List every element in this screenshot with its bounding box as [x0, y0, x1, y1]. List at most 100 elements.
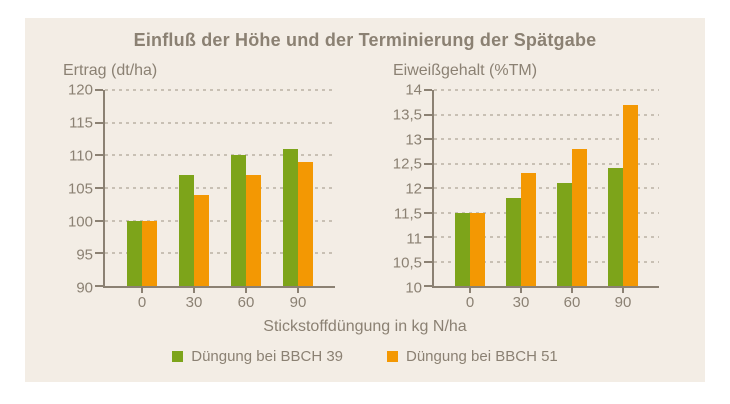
- bar-group: 30: [506, 90, 536, 310]
- y-tick-label: 13: [405, 131, 422, 148]
- y-tick-label: 11,5: [393, 205, 422, 223]
- legend-item-bbch39: Düngung bei BBCH 39: [172, 348, 343, 365]
- x-tick-label: 30: [185, 294, 203, 311]
- eiweissgehalt-axis-title: Eiweißgehalt (%TM): [393, 62, 538, 79]
- x-tick-label: 60: [563, 294, 581, 311]
- bar-group: 30: [179, 90, 209, 310]
- plot-area: 0 30 60 90: [424, 89, 659, 310]
- bar-group: 90: [608, 90, 638, 310]
- x-tick-label: 0: [465, 294, 475, 311]
- y-tick-mark: [424, 236, 432, 238]
- y-axis-labels: 90 95 100 105 110 115 120: [57, 83, 103, 296]
- y-tick-mark: [424, 138, 432, 140]
- gridline: [434, 162, 659, 165]
- x-tick-label: 90: [614, 294, 632, 311]
- y-tick-mark: [424, 260, 432, 263]
- legend-label-bbch51: Düngung bei BBCH 51: [406, 348, 558, 365]
- y-tick-mark: [95, 89, 103, 91]
- bbch51-color-swatch-icon: [387, 351, 398, 362]
- gridline: [105, 187, 335, 189]
- legend: Düngung bei BBCH 39 Düngung bei BBCH 51: [25, 348, 705, 365]
- y-tick-label: 110: [69, 147, 93, 165]
- bars-layer: 0 30 60 90: [105, 90, 335, 310]
- gridline: [434, 138, 659, 140]
- gridline: [105, 89, 335, 91]
- bar: [142, 220, 157, 286]
- bars-layer: 0 30 60 90: [434, 90, 659, 310]
- y-tick-mark: [95, 154, 103, 157]
- bar: [127, 220, 142, 286]
- gridline: [434, 187, 659, 189]
- y-tick-label: 10: [405, 279, 422, 297]
- y-tick-mark: [95, 219, 103, 222]
- chart-panel: Einfluß der Höhe und der Terminierung de…: [25, 18, 705, 382]
- x-tick-mark: [193, 288, 195, 293]
- bar: [572, 148, 587, 286]
- bar: [455, 212, 470, 286]
- y-tick-label: 115: [69, 114, 93, 132]
- gridline: [105, 219, 335, 222]
- gridline: [434, 236, 659, 238]
- bar: [521, 173, 536, 286]
- y-tick-label: 12: [405, 180, 422, 198]
- x-tick-label: 30: [512, 294, 530, 311]
- legend-item-bbch51: Düngung bei BBCH 51: [387, 348, 558, 365]
- gridline: [105, 154, 335, 157]
- y-tick-label: 11: [406, 230, 422, 247]
- gridline: [105, 252, 335, 255]
- x-tick-mark: [622, 288, 624, 293]
- bar-group: 0: [455, 90, 485, 310]
- x-tick-mark: [141, 288, 143, 293]
- y-axis-labels: 10 10,5 11 11,5 12 12,5 13 13,5 14: [380, 83, 432, 296]
- x-tick-mark: [571, 288, 573, 293]
- bar: [623, 104, 638, 286]
- plot-area: 0 30 60 90: [95, 89, 335, 310]
- bar: [298, 161, 313, 286]
- bar-group: 90: [283, 90, 313, 310]
- bar-group: 0: [127, 90, 157, 310]
- y-tick-label: 13,5: [392, 106, 422, 124]
- bar: [179, 174, 194, 286]
- bar: [506, 197, 521, 286]
- gridline: [434, 260, 659, 263]
- x-axis-label: Stickstoffdüngung in kg N/ha: [263, 318, 467, 335]
- y-tick-mark: [424, 162, 432, 165]
- y-tick-label: 12,5: [392, 155, 422, 173]
- y-tick-mark: [95, 121, 103, 124]
- x-tick-mark: [469, 288, 471, 293]
- y-tick-label: 10,5: [392, 254, 422, 272]
- y-tick-label: 120: [67, 81, 93, 99]
- legend-label-bbch39: Düngung bei BBCH 39: [191, 348, 343, 365]
- chart-eiweissgehalt: Eiweißgehalt (%TM) 10 10,5 11 11,5 12 12,5 13 1…: [380, 62, 659, 310]
- x-tick-mark: [297, 288, 299, 293]
- y-tick-mark: [424, 285, 432, 287]
- y-tick-mark: [424, 211, 432, 214]
- y-tick-label: 95: [76, 246, 93, 264]
- chart-title: Einfluß der Höhe und der Terminierung de…: [133, 30, 597, 50]
- y-tick-mark: [424, 187, 432, 189]
- y-tick-mark: [424, 113, 432, 116]
- y-tick-mark: [95, 252, 103, 255]
- y-tick-label: 90: [76, 279, 93, 297]
- bar: [194, 194, 209, 286]
- x-tick-label: 60: [237, 294, 255, 311]
- gridline: [434, 89, 659, 91]
- bar-group: 60: [231, 90, 261, 310]
- chart-ertrag: Ertrag (dt/ha) 90 95 100 105 110 115 120 0 30 60…: [57, 62, 335, 310]
- bar: [557, 183, 572, 286]
- y-tick-label: 105: [67, 180, 93, 198]
- bar-group: 60: [557, 90, 587, 310]
- x-tick-mark: [520, 288, 522, 293]
- y-tick-mark: [95, 187, 103, 189]
- x-tick-mark: [245, 288, 247, 293]
- x-tick-label: 90: [289, 294, 307, 311]
- y-tick-label: 14: [405, 81, 422, 99]
- y-tick-mark: [95, 285, 103, 287]
- x-tick-label: 0: [137, 294, 147, 311]
- bbch39-color-swatch-icon: [172, 351, 184, 362]
- gridline: [105, 121, 335, 124]
- ertrag-axis-title: Ertrag (dt/ha): [63, 62, 158, 79]
- gridline: [434, 113, 659, 116]
- bar: [470, 212, 485, 286]
- bar: [246, 174, 261, 286]
